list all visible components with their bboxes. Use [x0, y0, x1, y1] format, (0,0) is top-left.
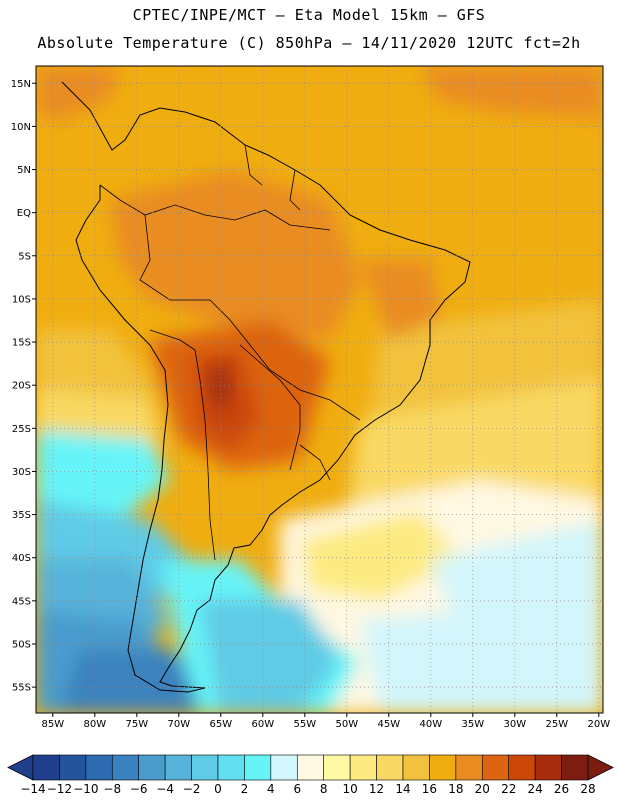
lat-tick-label: EQ	[17, 208, 31, 219]
latitude-labels: 15N 10N 5N EQ 5S 10S 15S 20S 25S 30S 35S 40S 45S 50S 5…	[11, 79, 36, 694]
colorbar-label: −6	[130, 782, 148, 796]
country-borders	[99, 144, 361, 561]
lat-tick-label: 35S	[12, 510, 31, 521]
lat-tick-label: 25S	[12, 424, 31, 435]
colorbar-label: −14	[20, 782, 45, 796]
map-subtitle: Absolute Temperature (C) 850hPa – 14/11/…	[37, 34, 581, 52]
longitude-labels: 85W 80W 75W 70W 65W 60W 55W 50W 45W 40W 35W 30W 25W 2…	[41, 713, 610, 730]
colorbar-label: 10	[343, 782, 358, 796]
colorbar-label: 4	[267, 782, 275, 796]
colorbar-label: −4	[156, 782, 174, 796]
lon-tick-label: 20W	[587, 719, 610, 730]
lon-tick-label: 35W	[461, 719, 484, 730]
lat-tick-label: 50S	[12, 639, 31, 650]
colorbar-label: 26	[554, 782, 569, 796]
colorbar-label: 18	[448, 782, 463, 796]
lon-tick-label: 65W	[209, 719, 232, 730]
colorbar-low-arrow	[7, 754, 34, 781]
colorbar-label: 6	[293, 782, 301, 796]
lat-tick-label: 5N	[17, 165, 31, 176]
colorbar-bin	[349, 754, 377, 781]
colorbar-bin	[164, 754, 192, 781]
colorbar-high-arrow	[587, 754, 614, 781]
colorbar-label: 12	[369, 782, 384, 796]
lat-tick-label: 15N	[11, 79, 31, 90]
lat-tick-label: 55S	[12, 683, 31, 694]
colorbar-bin	[481, 754, 510, 781]
colorbar-bin	[59, 754, 87, 781]
colorbar-bin	[217, 754, 245, 781]
lon-tick-label: 30W	[503, 719, 526, 730]
lon-tick-label: 85W	[41, 719, 64, 730]
lon-tick-label: 25W	[545, 719, 568, 730]
colorbar-bin	[455, 754, 483, 781]
hot-spot	[208, 365, 232, 412]
lat-tick-label: 40S	[12, 553, 31, 564]
colorbar-bin	[296, 754, 325, 781]
colorbar-bin	[270, 754, 298, 781]
lon-tick-label: 45W	[377, 719, 400, 730]
colorbar-labels: −14 −12 −10 −8 −6 −4 −2 0 2 4 6 8 10 12 14 16 18 20 22 24 26…	[20, 782, 595, 796]
plot-frame	[35, 65, 604, 714]
lon-tick-label: 50W	[335, 719, 358, 730]
colorbar-bin	[191, 754, 219, 781]
lat-tick-label: 15S	[12, 338, 31, 349]
colorbar-label: 24	[528, 782, 543, 796]
lon-tick-label: 70W	[167, 719, 190, 730]
graticule	[36, 66, 603, 713]
colorbar-label: 8	[320, 782, 328, 796]
colorbar-label: 22	[501, 782, 516, 796]
colorbar-bin	[534, 754, 562, 781]
colorbar-label: 2	[241, 782, 249, 796]
lat-tick-label: 10S	[12, 294, 31, 305]
lon-tick-label: 60W	[251, 719, 274, 730]
lat-tick-label: 10N	[11, 122, 31, 133]
colorbar-bin	[111, 754, 140, 781]
colorbar-label: 16	[422, 782, 437, 796]
colorbar-bin	[561, 754, 589, 781]
colorbar-bin	[376, 754, 404, 781]
colorbar-bin	[402, 754, 430, 781]
colorbar-label: 0	[214, 782, 222, 796]
lon-tick-label: 75W	[125, 719, 148, 730]
lat-tick-label: 30S	[12, 467, 31, 478]
colorbar-label: −12	[47, 782, 72, 796]
colorbar-label: −2	[183, 782, 201, 796]
colorbar-label: −8	[103, 782, 121, 796]
colorbar-bin	[138, 754, 166, 781]
map-title: CPTEC/INPE/MCT – Eta Model 15km – GFS	[132, 6, 486, 24]
lat-tick-label: 45S	[12, 596, 31, 607]
temperature-field	[36, 66, 603, 713]
colorbar-label: 28	[580, 782, 595, 796]
lon-tick-label: 80W	[83, 719, 106, 730]
colorbar-bin	[429, 754, 457, 781]
lon-tick-label: 55W	[293, 719, 316, 730]
lat-tick-label: 5S	[18, 251, 31, 262]
colorbar-bin	[244, 754, 272, 781]
colorbar-bin	[85, 754, 113, 781]
colorbar-bin	[323, 754, 351, 781]
colorbar-label: 14	[395, 782, 410, 796]
lat-tick-label: 20S	[12, 381, 31, 392]
colorbar-label: −10	[73, 782, 98, 796]
colorbar-label: 20	[475, 782, 490, 796]
lon-tick-label: 40W	[419, 719, 442, 730]
colorbar-bin	[508, 754, 536, 781]
coastline	[61, 81, 471, 693]
colorbar-bin	[32, 754, 60, 781]
colorbar	[7, 754, 614, 781]
